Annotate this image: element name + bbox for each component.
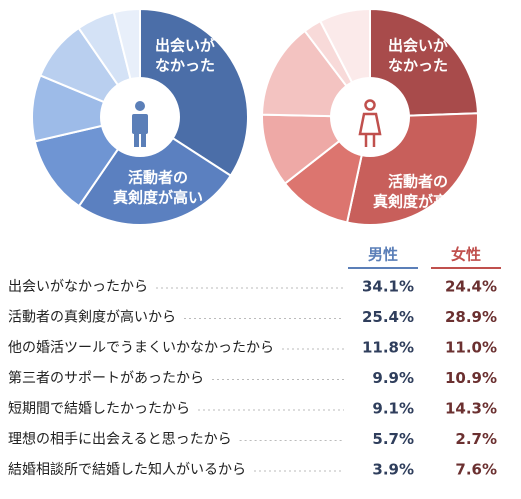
value-label: 11.8% xyxy=(362,339,414,357)
slice-annotation: 活動者の xyxy=(388,173,448,191)
category-label: 出会いがなかったから xyxy=(8,279,148,295)
value-label: 28.9% xyxy=(445,308,497,326)
category-label: 理想の相手に出会えると思ったから xyxy=(8,432,232,448)
value-label: 2.7% xyxy=(455,430,497,448)
category-label: 結婚相談所で結婚した知人がいるから xyxy=(8,461,246,478)
slice-annotation: 真剣度が高い xyxy=(373,193,463,211)
value-label: 10.9% xyxy=(445,369,497,387)
value-label: 34.1% xyxy=(362,278,414,296)
slice-annotation: 真剣度が高い xyxy=(113,189,203,207)
value-label: 24.4% xyxy=(445,278,497,296)
category-label: 他の婚活ツールでうまくいかなかったから xyxy=(8,340,274,356)
slice-annotation: 出会いが xyxy=(155,37,216,55)
value-label: 9.1% xyxy=(372,400,414,418)
pie-hole xyxy=(330,77,410,157)
value-label: 11.0% xyxy=(445,339,497,357)
value-label: 25.4% xyxy=(362,308,414,326)
pie-slice xyxy=(77,115,233,226)
category-label: 第三者のサポートがあったから xyxy=(8,370,204,387)
slice-annotation: 活動者の xyxy=(128,169,188,187)
legend-header: 男性 xyxy=(368,246,398,264)
female-icon xyxy=(358,99,382,147)
value-label: 7.6% xyxy=(455,461,497,479)
slice-annotation: 出会いが xyxy=(388,37,449,55)
value-label: 3.9% xyxy=(372,461,414,479)
legend-header: 女性 xyxy=(451,246,481,264)
slice-annotation: なかった xyxy=(155,57,215,75)
value-label: 9.9% xyxy=(372,369,414,387)
slice-annotation: なかった xyxy=(388,57,448,75)
category-label: 活動者の真剣度が高いから xyxy=(8,309,176,326)
category-label: 短期間で結婚したかったから xyxy=(8,401,190,417)
male-icon xyxy=(132,101,148,147)
value-label: 5.7% xyxy=(372,430,414,448)
value-label: 14.3% xyxy=(445,400,497,418)
